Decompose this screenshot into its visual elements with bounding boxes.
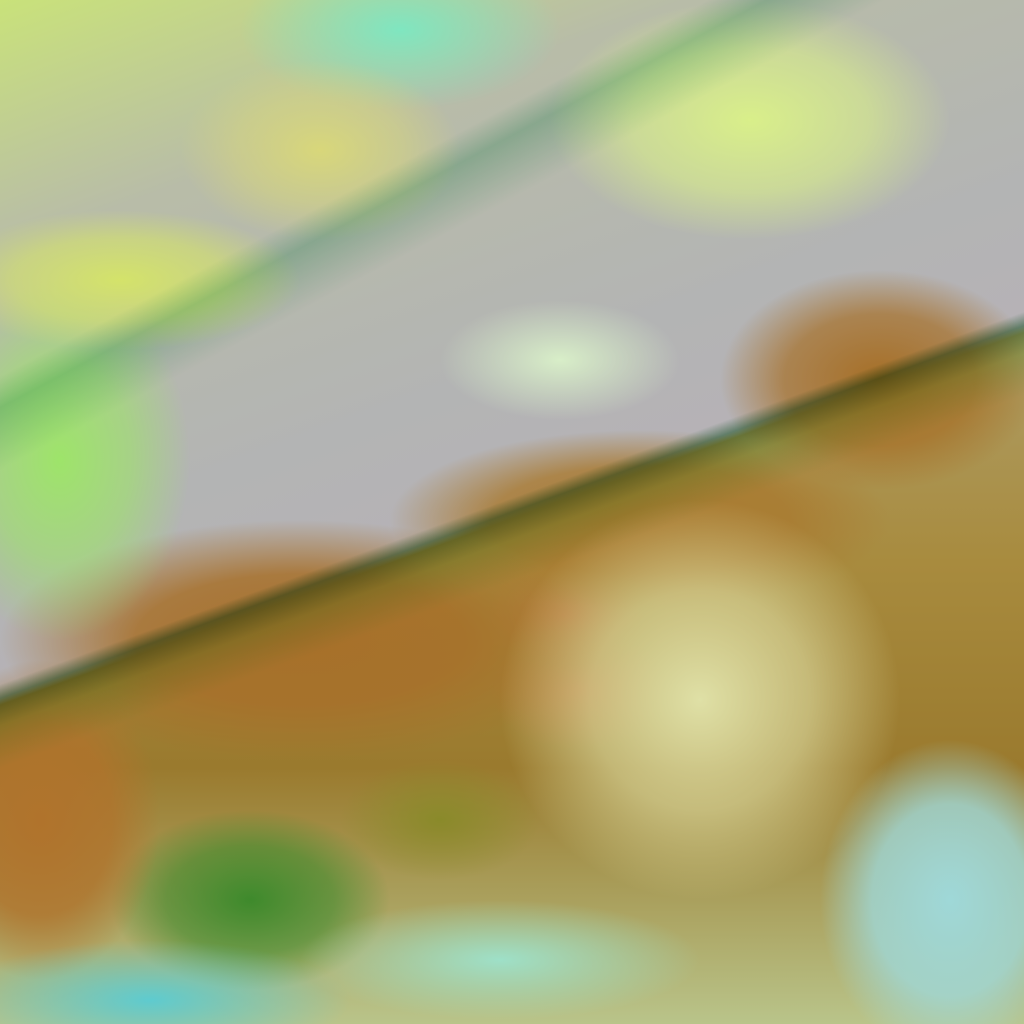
mountain-ridge	[0, 0, 1024, 1024]
satellite-image	[0, 0, 1024, 1024]
